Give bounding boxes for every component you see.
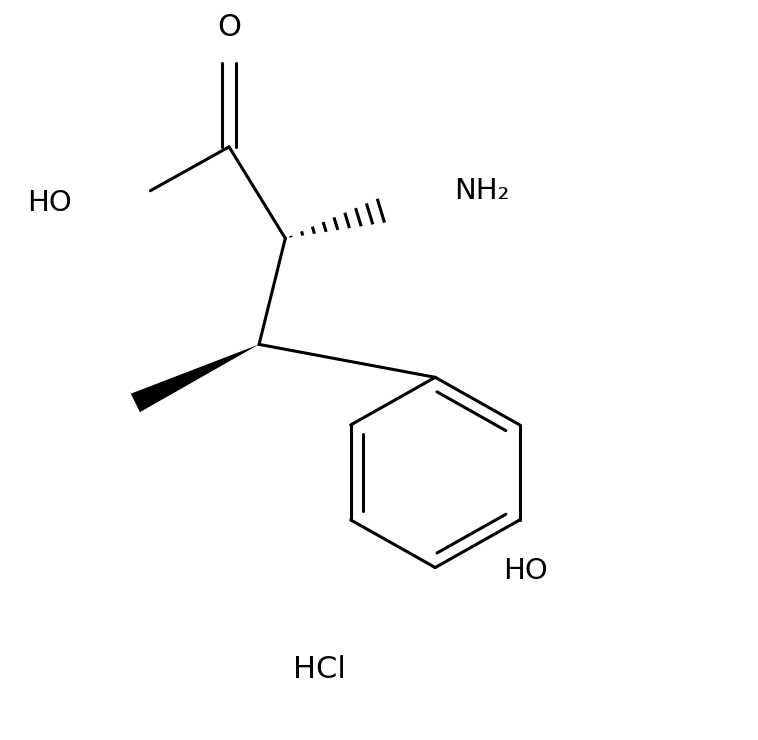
Text: O: O [217,13,241,42]
Text: HO: HO [27,189,71,217]
Text: HCl: HCl [293,656,346,684]
Polygon shape [131,344,259,412]
Text: HO: HO [503,557,547,585]
Text: NH₂: NH₂ [454,177,509,205]
